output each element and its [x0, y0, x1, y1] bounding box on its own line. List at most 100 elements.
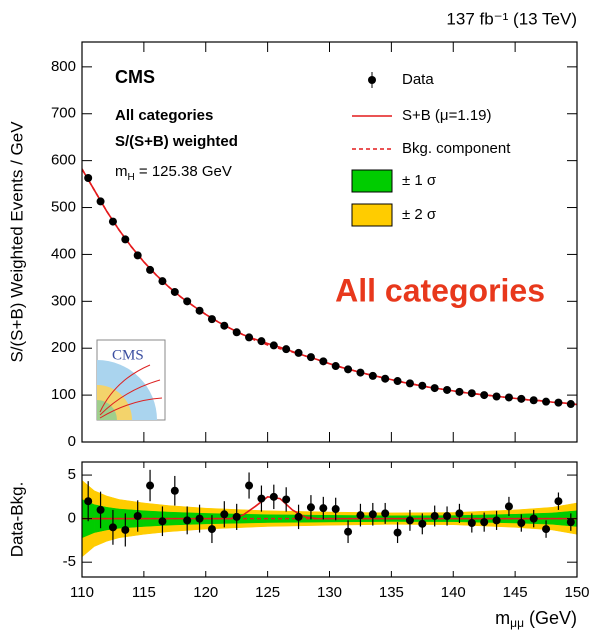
- x-axis-label: mμμ (GeV): [495, 608, 577, 630]
- data-point: [270, 493, 278, 501]
- data-point: [233, 513, 241, 521]
- y-tick-label: 600: [51, 152, 76, 169]
- data-point: [134, 251, 142, 259]
- x-tick-label: 150: [564, 584, 589, 601]
- data-point: [109, 218, 117, 226]
- cms-logo: CMS: [97, 340, 165, 420]
- data-point: [344, 528, 352, 536]
- data-point: [208, 525, 216, 533]
- data-point: [282, 495, 290, 503]
- data-point: [307, 503, 315, 511]
- big-label: All categories: [335, 272, 545, 308]
- y-axis-label: Data-Bkg.: [7, 482, 26, 558]
- legend-label: ± 2 σ: [402, 206, 437, 223]
- y-axis-label: S/(S+B) Weighted Events / GeV: [7, 121, 26, 363]
- data-point: [554, 497, 562, 505]
- data-point: [406, 516, 414, 524]
- legend-marker: [352, 204, 392, 226]
- legend-label: Data: [402, 71, 434, 88]
- data-point: [542, 525, 550, 533]
- data-point: [171, 487, 179, 495]
- y-tick-label: -5: [63, 553, 76, 570]
- mass-symbol: m: [115, 163, 128, 180]
- legend-label: Bkg. component: [402, 140, 511, 157]
- x-tick-label: 130: [317, 584, 342, 601]
- data-point: [567, 518, 575, 526]
- data-point: [493, 516, 501, 524]
- y-tick-label: 5: [68, 466, 76, 483]
- y-tick-label: 800: [51, 58, 76, 75]
- data-point: [530, 396, 538, 404]
- legend-label: ± 1 σ: [402, 172, 437, 189]
- category-label: All categories: [115, 107, 213, 124]
- data-point: [356, 511, 364, 519]
- data-point: [134, 512, 142, 520]
- data-point: [369, 372, 377, 380]
- data-point: [307, 353, 315, 361]
- data-point: [245, 482, 253, 490]
- weight-label: S/(S+B) weighted: [115, 133, 238, 150]
- x-label-subscript: μμ: [510, 616, 524, 630]
- data-point: [493, 393, 501, 401]
- mass-label: mH = 125.38 GeV: [115, 163, 232, 183]
- data-point: [196, 515, 204, 523]
- x-tick-label: 120: [193, 584, 218, 601]
- data-point: [443, 512, 451, 520]
- y-tick-label: 0: [68, 510, 76, 527]
- x-tick-label: 110: [70, 584, 94, 601]
- mass-value: = 125.38 GeV: [135, 163, 232, 180]
- data-point: [443, 386, 451, 394]
- y-tick-label: 200: [51, 339, 76, 356]
- data-point: [517, 519, 525, 527]
- data-point: [158, 517, 166, 525]
- legend-marker: [368, 76, 376, 84]
- logo-text: CMS: [112, 347, 144, 363]
- data-point: [196, 307, 204, 315]
- data-point: [480, 518, 488, 526]
- data-point: [530, 515, 538, 523]
- data-point: [220, 322, 228, 330]
- data-point: [356, 369, 364, 377]
- data-point: [146, 266, 154, 274]
- data-point: [344, 365, 352, 373]
- data-point: [554, 399, 562, 407]
- x-label-symbol: m: [495, 608, 510, 628]
- mass-subscript: H: [128, 172, 135, 183]
- data-point: [418, 382, 426, 390]
- data-point: [257, 337, 265, 345]
- data-point: [505, 393, 513, 401]
- data-point: [480, 391, 488, 399]
- y-tick-label: 400: [51, 245, 76, 262]
- data-point: [183, 516, 191, 524]
- data-point: [369, 510, 377, 518]
- data-point: [517, 395, 525, 403]
- data-point: [455, 388, 463, 396]
- data-point: [431, 512, 439, 520]
- data-point: [381, 509, 389, 517]
- data-point: [220, 510, 228, 518]
- data-point: [295, 349, 303, 357]
- data-point: [84, 174, 92, 182]
- x-label-unit: (GeV): [524, 608, 577, 628]
- data-point: [394, 529, 402, 537]
- lumi-label: 137 fb⁻¹ (13 TeV): [446, 9, 577, 28]
- data-point: [171, 288, 179, 296]
- data-point: [295, 513, 303, 521]
- data-point: [97, 506, 105, 514]
- data-point: [431, 384, 439, 392]
- data-point: [319, 504, 327, 512]
- data-point: [418, 520, 426, 528]
- y-tick-label: 100: [51, 386, 76, 403]
- data-point: [394, 377, 402, 385]
- data-point: [455, 509, 463, 517]
- data-point: [319, 357, 327, 365]
- legend-marker: [352, 170, 392, 192]
- data-point: [233, 328, 241, 336]
- y-tick-label: 500: [51, 199, 76, 216]
- data-point: [109, 523, 117, 531]
- data-point: [183, 297, 191, 305]
- panel: [82, 480, 577, 557]
- data-point: [282, 345, 290, 353]
- data-point: [332, 505, 340, 513]
